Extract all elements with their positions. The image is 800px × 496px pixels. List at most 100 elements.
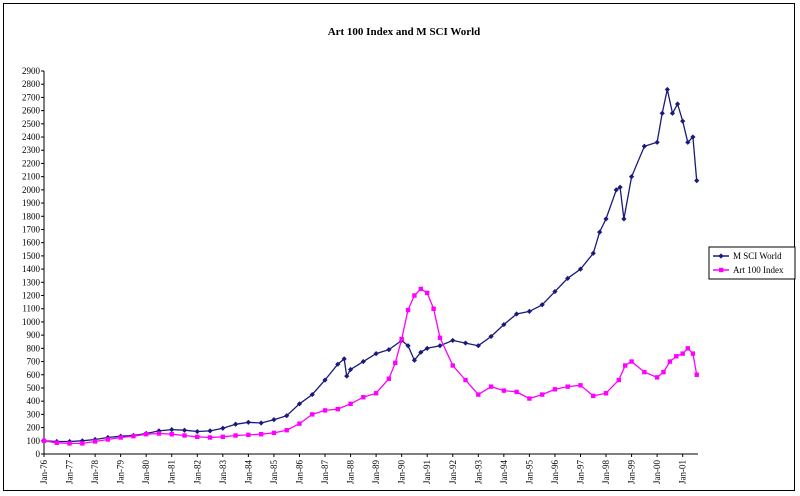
data-point [669,110,676,116]
data-point [685,139,691,145]
data-point [169,426,175,433]
data-point [437,335,443,340]
data-point [597,229,603,235]
data-point [207,428,213,434]
y-tick-label: 1400 [22,264,41,274]
y-tick-label: 600 [27,370,41,380]
chart-title: Art 100 Index and M SCI World [328,26,481,38]
data-point [641,143,647,149]
data-point [590,250,596,256]
data-point [514,311,520,317]
data-point [418,286,424,292]
y-tick-label: 2700 [22,92,41,102]
data-point [603,216,609,222]
data-point [450,337,456,344]
data-point [220,425,226,431]
x-tick-label: Jan-86 [294,460,304,484]
data-point [462,340,469,346]
data-point [526,308,532,314]
data-point [348,401,353,407]
data-point [628,174,635,180]
legend-marker [719,267,724,273]
data-point [674,354,679,359]
y-tick-label: 700 [27,357,41,367]
x-tick-label: Jan-95 [524,460,534,484]
x-tick-label: Jan-99 [627,460,637,484]
x-tick-label: Jan-00 [652,460,662,484]
data-point [552,288,558,295]
data-point [194,428,200,435]
y-tick-label: 1100 [22,304,40,314]
data-point [335,406,340,412]
data-point [258,420,264,426]
x-tick-label: Jan-81 [167,460,177,484]
data-point [622,363,628,368]
data-point [412,293,417,298]
y-tick-label: 2900 [22,66,41,76]
data-point [258,431,264,437]
y-tick-label: 2000 [22,185,41,195]
data-point [565,275,571,281]
data-point [680,118,686,124]
y-tick-label: 1500 [22,251,41,261]
x-tick-label: Jan-92 [448,460,458,484]
y-tick-label: 500 [27,383,41,393]
data-point [418,349,424,355]
data-point [131,433,136,439]
y-tick-label: 200 [27,423,41,433]
legend-label: M SCI World [733,251,782,261]
data-point [143,431,149,437]
data-point [661,369,666,375]
data-point [425,290,430,296]
data-point [233,421,239,427]
data-point [80,441,85,446]
data-point [621,216,627,222]
data-point [488,384,494,389]
data-point [360,358,366,365]
data-point [92,439,98,444]
data-point [373,391,379,396]
data-point [105,437,111,442]
data-point [296,401,303,407]
y-tick-label: 1600 [22,238,41,248]
x-tick-label: Jan-82 [192,460,202,484]
data-point [182,433,187,438]
data-point [475,343,481,349]
data-point [246,432,251,438]
data-point [654,139,660,145]
chart-frame: Art 100 Index and M SCI World 0 100 200 300… [3,3,796,491]
data-point [41,438,47,443]
y-tick-label: 2500 [22,119,41,129]
data-point [431,306,436,311]
data-point [284,428,289,433]
data-point [245,419,251,425]
data-point [577,266,584,272]
data-point [603,391,609,396]
data-point [694,178,700,184]
data-point [450,363,455,368]
x-tick-label: Jan-01 [678,460,688,484]
data-point [271,417,277,423]
legend: M SCI World Art 100 Index [708,246,796,280]
data-point [79,438,85,444]
y-tick-label: 2600 [22,106,41,116]
data-point [297,421,302,426]
data-point [399,336,404,342]
data-point [488,333,494,340]
x-tick-label: Jan-80 [141,460,151,484]
data-point [405,307,411,313]
y-tick-label: 800 [27,343,41,353]
data-point [344,373,350,379]
data-point [373,351,379,357]
data-point [613,187,619,193]
data-point [476,392,481,397]
legend-marker [718,253,724,259]
x-tick-label: Jan-77 [65,460,75,484]
y-tick-label: 1200 [22,291,41,301]
x-tick-label: Jan-89 [371,460,381,484]
x-tick-label: Jan-98 [601,460,611,484]
x-tick-label: Jan-88 [346,460,356,484]
series-line-0 [43,89,698,443]
data-point [156,431,162,436]
legend-box [708,246,796,280]
